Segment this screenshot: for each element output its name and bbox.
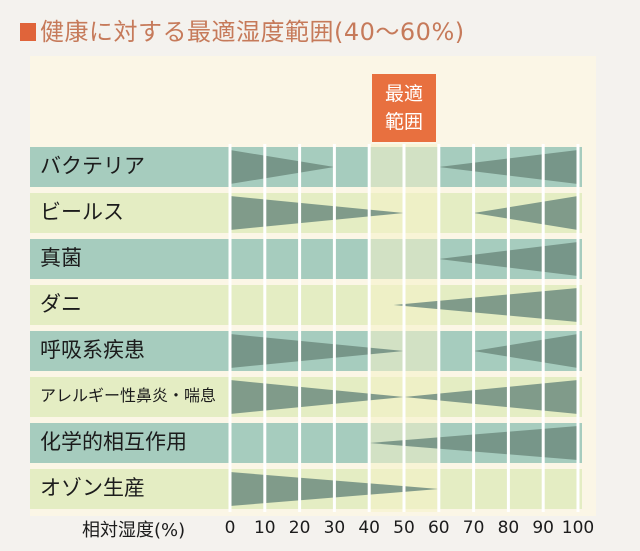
low-humidity-wedge [230,150,335,184]
row-label: ビールス [40,199,124,224]
x-tick-label: 40 [358,518,381,538]
chart-title-text: 健康に対する最適湿度範囲(40〜60%) [40,18,465,46]
x-tick-label: 100 [561,518,595,538]
row-label: ダニ [40,291,82,316]
x-axis-label: 相対湿度(%) [82,520,186,541]
low-humidity-wedge [230,380,404,414]
row-label: アレルギー性鼻炎・喘息 [40,386,217,405]
low-humidity-wedge [230,196,404,230]
row-label: 真菌 [40,245,82,270]
high-humidity-wedge [473,196,578,230]
high-humidity-wedge [393,288,578,322]
row-label: バクテリア [40,153,145,178]
low-humidity-wedge [230,334,404,368]
row-label: 呼吸系疾患 [40,337,145,362]
x-tick-label: 10 [253,518,276,538]
x-tick-label: 0 [224,518,236,538]
high-humidity-wedge [473,334,578,368]
x-tick-label: 60 [427,518,450,538]
x-tick-label: 30 [323,518,346,538]
x-tick-label: 80 [497,518,520,538]
optimal-range-badge: 最適 範囲 [372,74,436,142]
row-label: 化学的相互作用 [40,429,187,454]
optimal-label-line1: 最適 [384,83,423,105]
x-tick-label: 50 [393,518,415,538]
optimal-label-line2: 範囲 [384,111,423,133]
x-tick-label: 20 [288,518,311,538]
high-humidity-wedge [404,380,578,414]
title-marker [20,23,36,41]
row-label: オゾン生産 [40,475,145,500]
chart-title: 健康に対する最適湿度範囲(40〜60%) [20,12,465,47]
x-tick-label: 90 [532,518,555,538]
x-tick-label: 70 [462,518,485,538]
